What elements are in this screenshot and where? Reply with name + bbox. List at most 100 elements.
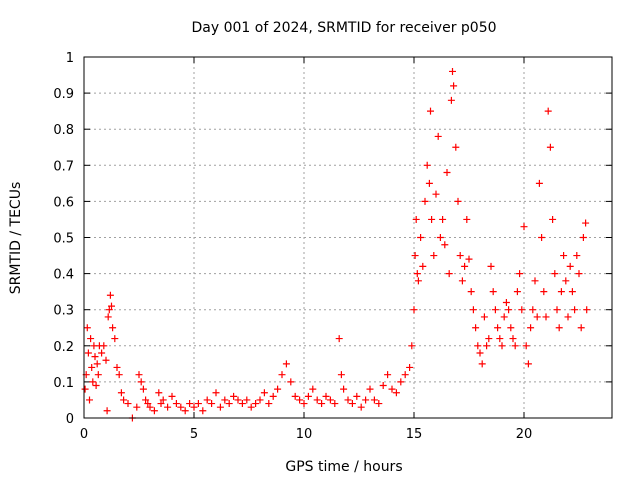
data-point bbox=[252, 400, 260, 408]
data-point bbox=[117, 389, 125, 397]
data-point bbox=[449, 67, 456, 75]
data-point bbox=[469, 306, 477, 314]
data-point bbox=[212, 389, 220, 397]
data-point bbox=[575, 270, 583, 278]
data-point bbox=[421, 197, 429, 205]
data-point bbox=[406, 363, 414, 371]
y-tick-label: 0.3 bbox=[53, 304, 74, 319]
data-point bbox=[414, 277, 422, 285]
data-point bbox=[571, 306, 579, 314]
data-point bbox=[551, 270, 559, 278]
data-point bbox=[155, 389, 163, 397]
data-point bbox=[524, 360, 532, 368]
y-tick-label: 0.6 bbox=[53, 195, 74, 210]
y-tick-label: 0.8 bbox=[53, 123, 74, 138]
data-point bbox=[104, 313, 112, 321]
x-tick-label: 5 bbox=[190, 427, 198, 442]
x-axis-label: GPS time / hours bbox=[285, 459, 402, 475]
data-point bbox=[190, 403, 198, 411]
data-point bbox=[411, 252, 419, 260]
data-point bbox=[557, 288, 565, 296]
data-point bbox=[150, 407, 158, 415]
data-point bbox=[318, 400, 326, 408]
data-point bbox=[353, 392, 361, 400]
data-point bbox=[225, 400, 233, 408]
data-point bbox=[106, 291, 114, 299]
data-point bbox=[553, 306, 561, 314]
data-point bbox=[445, 270, 453, 278]
data-point bbox=[296, 396, 304, 404]
data-point bbox=[489, 288, 497, 296]
data-point bbox=[384, 371, 392, 379]
data-point bbox=[474, 342, 482, 350]
data-point bbox=[203, 396, 211, 404]
data-point bbox=[81, 385, 89, 393]
data-point bbox=[109, 324, 117, 332]
data-point bbox=[287, 378, 295, 386]
data-point bbox=[483, 342, 491, 350]
data-point bbox=[480, 313, 488, 321]
data-point bbox=[428, 215, 436, 223]
data-point bbox=[531, 277, 539, 285]
data-point bbox=[511, 342, 519, 350]
data-point bbox=[535, 179, 543, 187]
data-point bbox=[366, 385, 374, 393]
data-point bbox=[256, 396, 264, 404]
plot-frame bbox=[83, 56, 613, 419]
x-tick-label: 10 bbox=[296, 427, 313, 442]
data-point bbox=[417, 234, 425, 241]
data-point bbox=[278, 371, 286, 379]
data-point bbox=[527, 324, 535, 332]
data-point bbox=[370, 396, 378, 404]
data-point bbox=[322, 392, 330, 400]
data-point bbox=[540, 288, 548, 296]
data-point bbox=[199, 407, 207, 415]
data-point bbox=[164, 403, 172, 411]
y-tick-label: 0.4 bbox=[53, 268, 74, 283]
data-point bbox=[375, 400, 383, 408]
data-point bbox=[168, 392, 176, 400]
data-point bbox=[582, 219, 590, 227]
data-point bbox=[208, 400, 216, 408]
data-point bbox=[300, 400, 308, 408]
data-point bbox=[432, 190, 440, 198]
data-point bbox=[456, 252, 464, 260]
data-point bbox=[144, 400, 152, 408]
data-point bbox=[472, 324, 480, 332]
data-point bbox=[498, 342, 506, 350]
data-point bbox=[230, 392, 238, 400]
chart-title: Day 001 of 2024, SRMTID for receiver p05… bbox=[191, 20, 496, 36]
data-point bbox=[177, 403, 185, 411]
data-point bbox=[500, 313, 508, 321]
data-point bbox=[326, 396, 334, 404]
data-point bbox=[120, 396, 128, 404]
data-point bbox=[115, 371, 123, 379]
data-point bbox=[94, 371, 102, 379]
data-point bbox=[520, 223, 528, 231]
data-point bbox=[93, 360, 101, 368]
data-point bbox=[194, 400, 202, 408]
data-point bbox=[413, 270, 421, 278]
data-point bbox=[476, 349, 484, 357]
data-point bbox=[408, 342, 416, 350]
data-point bbox=[105, 306, 113, 314]
data-point bbox=[502, 298, 510, 306]
data-point bbox=[392, 389, 400, 397]
data-point bbox=[357, 403, 365, 411]
data-point bbox=[513, 288, 521, 296]
data-point bbox=[91, 353, 99, 361]
data-point bbox=[83, 324, 91, 332]
data-point bbox=[157, 400, 165, 408]
data-point bbox=[573, 252, 581, 260]
data-point bbox=[443, 169, 451, 177]
data-point bbox=[463, 215, 471, 223]
data-point bbox=[146, 403, 154, 411]
data-point bbox=[454, 197, 462, 205]
data-point bbox=[216, 403, 224, 411]
data-point bbox=[159, 396, 167, 404]
data-point bbox=[568, 288, 576, 296]
data-point bbox=[465, 255, 473, 263]
data-point bbox=[430, 252, 438, 260]
data-point bbox=[135, 371, 143, 379]
